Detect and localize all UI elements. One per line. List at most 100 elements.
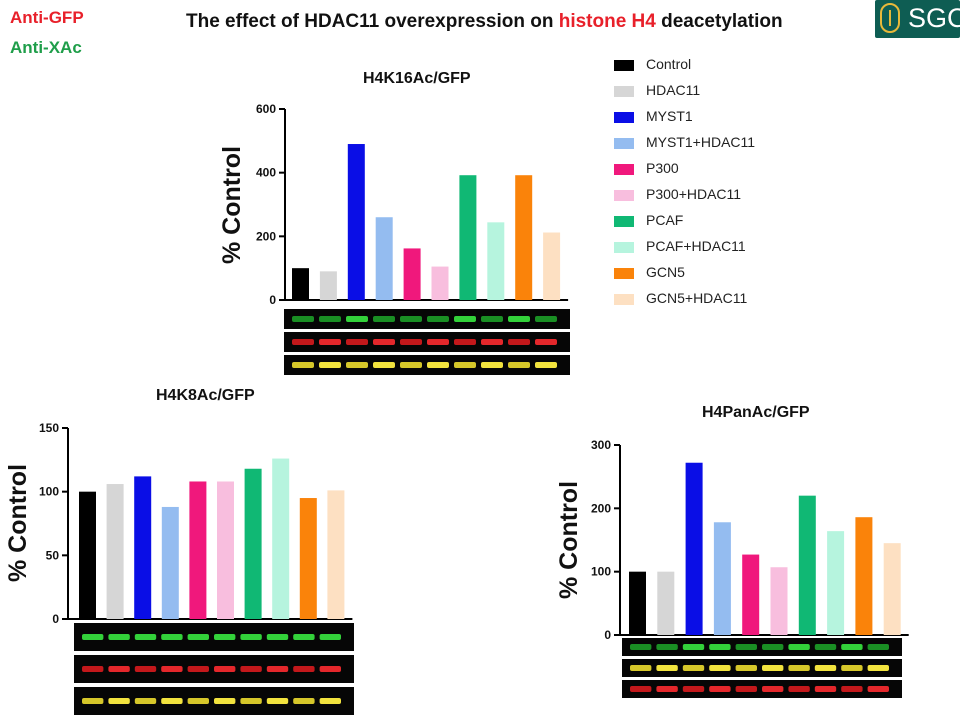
sgc-logo-text: SGC: [908, 3, 960, 33]
blot-band: [535, 339, 557, 345]
blot-band: [214, 634, 236, 640]
blot-band: [682, 665, 705, 671]
blot-band: [187, 666, 209, 672]
blot-band: [82, 666, 104, 672]
bar: [629, 571, 646, 635]
legend-label: PCAF+HDAC11: [646, 238, 746, 254]
blot-band: [373, 339, 395, 345]
bar: [855, 517, 873, 635]
blot-band: [319, 339, 341, 345]
blot-band: [735, 665, 757, 671]
blot-band: [161, 698, 183, 704]
blot-band: [630, 686, 652, 692]
blot-band: [427, 316, 449, 322]
blot-band: [867, 686, 889, 692]
blot-band: [400, 362, 422, 368]
y-tick-label: 100: [39, 485, 59, 499]
bar: [798, 495, 816, 635]
blot-band: [373, 362, 395, 368]
blot-band: [656, 665, 678, 671]
bar: [515, 175, 533, 300]
blot-band: [630, 644, 652, 650]
page-title-suffix: deacetylation: [655, 11, 783, 32]
bar: [189, 481, 207, 619]
blot-band: [82, 634, 104, 640]
blot-band: [187, 634, 209, 640]
page-title-prefix: The effect of HDAC11 overexpression on: [186, 11, 559, 32]
bar: [883, 543, 901, 635]
y-tick-label: 200: [256, 229, 276, 243]
blot-band: [841, 644, 863, 650]
blot-band: [814, 686, 837, 692]
bar: [827, 531, 845, 635]
bar: [685, 462, 703, 635]
page-title-highlight: histone H4: [558, 11, 656, 32]
blot-band: [735, 644, 757, 650]
blot-band: [293, 666, 315, 672]
y-tick-label: 50: [46, 548, 60, 562]
blot-band: [481, 316, 503, 322]
blot-band: [266, 666, 289, 672]
bar: [431, 266, 449, 300]
chart-h4panac: % Control 0 100 200 300: [555, 438, 909, 698]
blot-band: [346, 316, 368, 322]
bar: [742, 554, 760, 635]
blot-band: [682, 686, 705, 692]
blot-band: [709, 686, 731, 692]
blot-band: [187, 698, 209, 704]
blot-band: [427, 339, 449, 345]
y-tick-label: 0: [52, 612, 59, 626]
blot-band: [319, 316, 341, 322]
blot-band: [108, 666, 130, 672]
sgc-logo-icon: [880, 3, 900, 33]
legend-label: Control: [646, 56, 692, 72]
blot-band: [535, 362, 557, 368]
blot-band: [292, 362, 314, 368]
bar: [375, 217, 393, 300]
legend-label: PCAF: [646, 212, 684, 228]
blot-band: [319, 634, 341, 640]
legend-swatch: [614, 190, 634, 201]
blot-band: [319, 666, 341, 672]
bar: [347, 144, 365, 300]
blot-band: [240, 634, 262, 640]
y-axis-label: % Control: [4, 464, 32, 582]
blot-band: [762, 686, 784, 692]
bar: [134, 476, 152, 619]
blot-band: [841, 686, 863, 692]
y-tick-label: 300: [591, 438, 611, 452]
bar: [403, 248, 421, 300]
y-axis-label: % Control: [218, 146, 246, 264]
blot-band: [481, 339, 503, 345]
bar: [161, 506, 179, 619]
legend-swatch: [614, 294, 634, 305]
blot-band: [161, 634, 183, 640]
blot-band: [454, 362, 476, 368]
blot-band: [656, 686, 678, 692]
legend-swatch: [614, 268, 634, 279]
blot-band: [535, 316, 557, 322]
blot-band: [427, 362, 449, 368]
y-tick-label: 200: [591, 501, 611, 515]
bar: [487, 222, 505, 300]
blot-band: [709, 644, 731, 650]
blot-band: [400, 316, 422, 322]
blot-band: [788, 686, 810, 692]
blot-band: [762, 665, 784, 671]
blot-band: [735, 686, 757, 692]
blot-band: [82, 698, 104, 704]
blot-band: [454, 316, 476, 322]
blot-band: [240, 698, 262, 704]
legend-label: P300: [646, 160, 679, 176]
y-tick-label: 600: [256, 102, 276, 116]
blot-band: [762, 644, 784, 650]
blot-band: [481, 362, 503, 368]
legend-swatch: [614, 112, 634, 123]
blot-band: [134, 634, 157, 640]
blot-band: [214, 698, 236, 704]
page-title: The effect of HDAC11 overexpression on h…: [186, 11, 783, 33]
y-tick-label: 0: [269, 293, 276, 307]
bar: [299, 498, 317, 619]
blot-band: [373, 316, 395, 322]
bar: [272, 458, 290, 619]
